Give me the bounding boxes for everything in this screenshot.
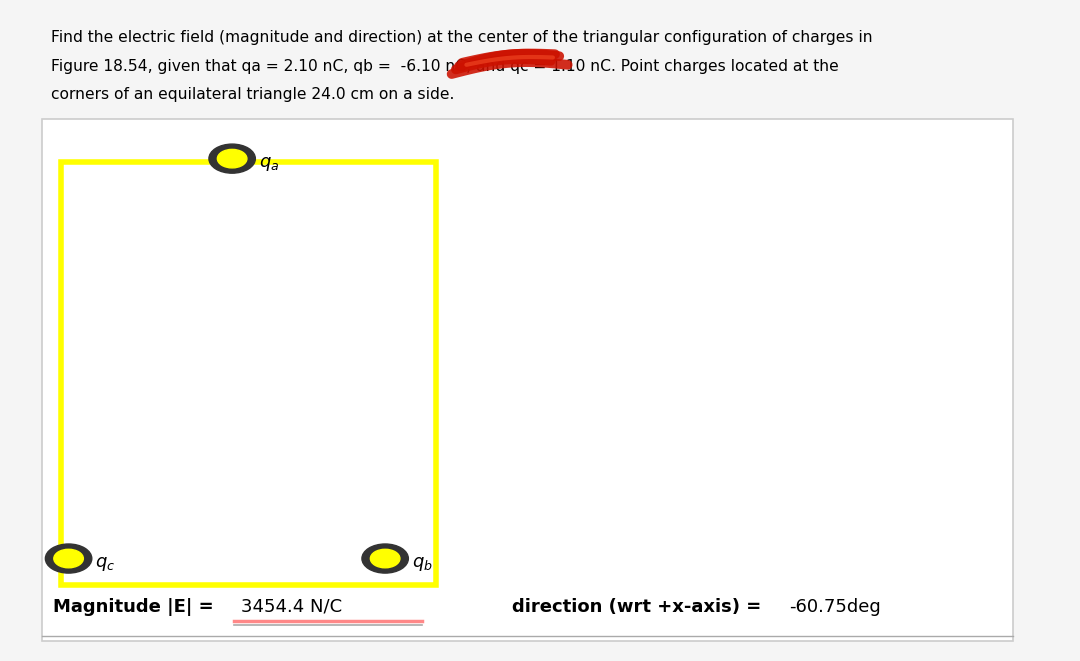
Circle shape [45, 544, 92, 573]
Circle shape [54, 549, 83, 568]
Text: -60.75deg: -60.75deg [789, 598, 881, 616]
Text: $q_b$: $q_b$ [411, 555, 432, 573]
Text: direction (wrt +x-axis) =: direction (wrt +x-axis) = [512, 598, 761, 616]
Circle shape [362, 544, 408, 573]
Text: corners of an equilateral triangle 24.0 cm on a side.: corners of an equilateral triangle 24.0 … [51, 87, 454, 102]
Circle shape [208, 144, 255, 173]
FancyBboxPatch shape [42, 119, 1013, 641]
Circle shape [370, 549, 400, 568]
Text: Find the electric field (magnitude and direction) at the center of the triangula: Find the electric field (magnitude and d… [51, 30, 873, 45]
Text: Magnitude |E| =: Magnitude |E| = [53, 598, 214, 616]
Text: $q_c$: $q_c$ [95, 555, 116, 573]
Text: $q_a$: $q_a$ [258, 155, 279, 173]
Circle shape [217, 149, 247, 168]
Text: 3454.4 N/C: 3454.4 N/C [241, 598, 341, 616]
FancyBboxPatch shape [62, 162, 436, 585]
Text: Figure 18.54, given that qa = 2.10 nC, qb =  -6.10 nC, and qc = 1.10 nC. Point c: Figure 18.54, given that qa = 2.10 nC, q… [51, 59, 838, 75]
